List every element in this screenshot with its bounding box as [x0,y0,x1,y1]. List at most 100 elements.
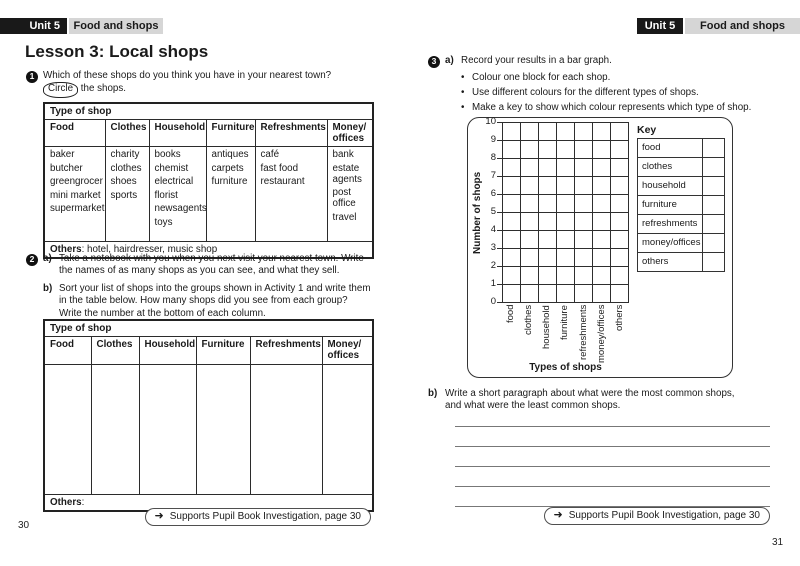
column-header-clothes: Clothes [104,119,150,147]
column-header-furniture: Furniture [195,336,251,365]
x-axis-label: food [505,305,516,324]
key-swatch-box [702,196,724,214]
support-reference-text: Supports Pupil Book Investigation, page … [568,510,760,521]
y-axis-tick-marks [497,122,502,303]
shop-name: greengrocer [50,176,103,187]
table-header-row: Food Clothes Household Furniture Refresh… [43,336,374,365]
writing-line [455,407,770,427]
x-axis-label: refreshments [577,305,589,361]
shop-name: restaurant [260,176,305,187]
key-label: clothes [642,161,673,172]
key-row: money/offices [638,234,724,253]
key-label: furniture [642,199,677,210]
empty-table-cell [138,364,197,495]
table-title-row: Type of shop [43,319,374,337]
table-body-row [43,364,374,495]
shop-name: carpets [211,162,244,174]
shop-name: charity [110,149,140,160]
part-b-text: Sort your list of shops into the groups … [59,282,371,319]
shop-types-table-empty: Type of shop Food Clothes Household Furn… [43,319,375,512]
empty-table-cell [90,364,140,495]
empty-table-cell [43,364,92,495]
activity-number-icon: 2 [26,253,38,266]
y-tick-label: 1 [490,278,496,289]
household-cell: books chemist electrical florist newsagents t… [148,146,207,242]
unit-topic-left: Food and shops [69,18,163,34]
table-title-row: Type of shop [43,102,374,120]
activity-2: 2 a) Take a notebook with you when you n… [26,253,372,320]
y-tick-label: 8 [490,152,496,163]
others-list: : hotel, hairdresser, music shop [81,244,218,255]
y-tick-label: 4 [490,224,496,235]
shop-name: baker [50,149,75,160]
empty-table-cell [249,364,323,495]
furniture-shop-list: antiques carpets furniture [212,149,253,187]
bar-graph-frame: Number of shops 10 9 8 7 6 5 4 3 2 1 0 food clothes… [467,116,733,378]
shop-name: fast food [260,162,299,174]
key-row: others [638,253,724,271]
column-header-money: Money/ offices [326,119,374,147]
shop-name: supermarket [50,203,105,214]
others-colon: : [81,497,85,508]
y-tick-label: 2 [490,260,496,271]
table-header-row: Food Clothes Household Furniture Refresh… [43,119,374,147]
shop-name: antiques [211,149,249,160]
y-tick-label: 5 [490,206,496,217]
key-label: money/offices [642,237,701,248]
key-label: food [642,142,661,153]
support-reference-text: Supports Pupil Book Investigation, page … [169,511,361,522]
refreshments-shop-list: café fast food restaurant [261,149,325,187]
x-axis-label: others [613,305,625,332]
others-label: Others [50,497,82,508]
table-body-row: baker butcher greengrocer mini market superm… [43,146,374,242]
key-row: clothes [638,158,724,177]
shop-name: toys [154,216,173,228]
unit-badge-right: Unit 5 [637,18,683,34]
activity-3: 3 a) Record your results in a bar graph.… [428,55,780,115]
shop-name: post office [332,187,356,209]
column-header-refreshments: Refreshments [249,336,323,365]
others-cell: Others: hotel, hairdresser, music shop [43,241,374,259]
furniture-cell: antiques carpets furniture [205,146,256,242]
x-axis-label: furniture [559,305,571,340]
column-header-refreshments: Refreshments [254,119,328,147]
x-axis-label: household [541,305,553,349]
key-label: household [642,180,686,191]
y-tick-label: 7 [490,170,496,181]
key-table: food clothes household furniture refresh… [637,138,725,272]
column-header-food: Food [43,336,92,365]
y-axis-tick-labels: 10 9 8 7 6 5 4 3 2 1 0 [478,116,496,308]
activity-1: 1 Which of these shops do you think you … [26,70,386,98]
food-cell: baker butcher greengrocer mini market superm… [43,146,106,242]
part-b-text: Write a short paragraph about what were … [445,388,735,412]
key-swatch-box [702,177,724,195]
unit-topic-right: Food and shops [685,18,800,34]
part-a-label: a) [43,253,52,264]
key-title: Key [637,124,657,136]
instruction-bullet-list: Colour one block for each shop.Use diffe… [461,70,780,115]
x-axis-category-labels: food clothes household furniture refreshment… [502,305,629,369]
activity-number-icon: 3 [428,55,440,68]
empty-table-cell [321,364,374,495]
unit-badge-left: Unit 5 [0,18,67,34]
column-header-food: Food [43,119,106,147]
x-axis-label: clothes [523,305,535,336]
y-tick-label: 0 [490,296,496,307]
bar-graph-grid [502,122,629,303]
shop-name: shoes [110,176,137,187]
right-arrow-icon: ➜ [553,509,563,521]
column-header-household: Household [148,119,207,147]
activity-3a: a) Record your results in a bar graph. [445,55,780,67]
key-row: household [638,177,724,196]
bullet-item: Colour one block for each shop. [461,70,780,85]
y-tick-label: 9 [490,134,496,145]
key-label: others [642,256,669,267]
shop-name: mini market [50,189,101,201]
circle-word: Circle [43,82,79,98]
shop-name: furniture [211,176,248,187]
activity-2-text: a) Take a notebook with you when you nex… [43,253,372,320]
money-cell: bank estate agents post office travel [326,146,374,242]
activity-number-icon: 1 [26,70,38,83]
lesson-title: Lesson 3: Local shops [25,42,209,61]
